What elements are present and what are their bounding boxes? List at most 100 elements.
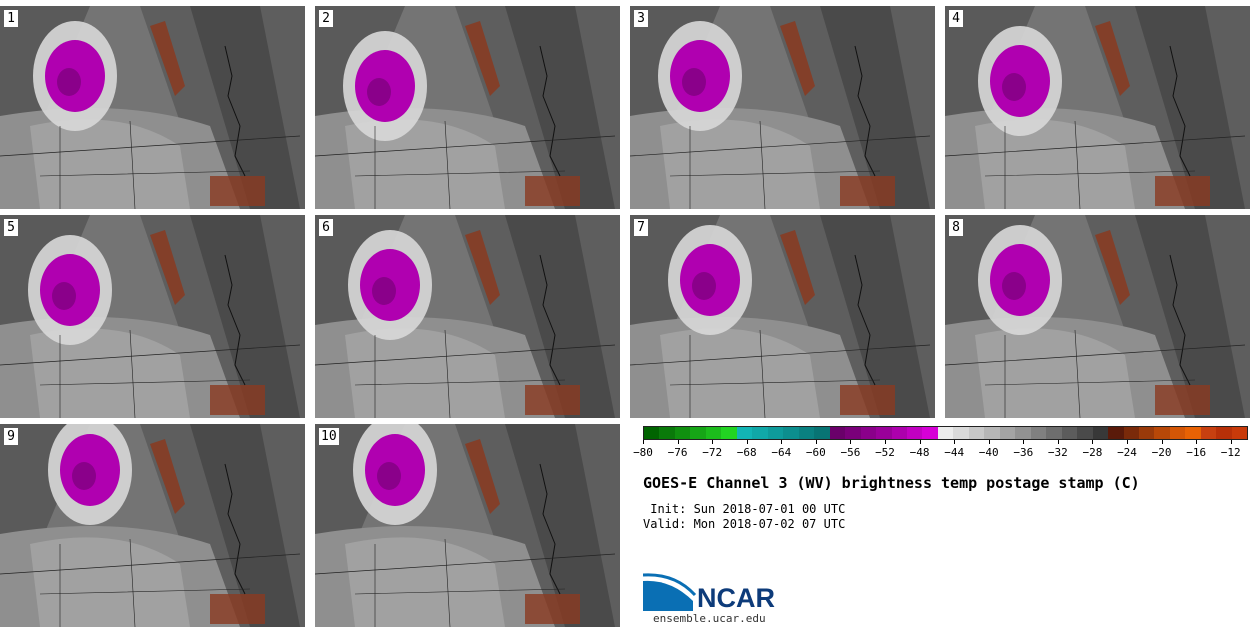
colorbar-cell	[1200, 427, 1217, 439]
colorbar-tick	[1196, 440, 1198, 444]
colorbar-cell	[968, 427, 985, 439]
site-url: ensemble.ucar.edu	[653, 612, 766, 625]
panel-number: 5	[4, 219, 18, 236]
colorbar-tick-label: −36	[1013, 446, 1034, 459]
colorbar-tick-label: −76	[667, 446, 688, 459]
wv-imagery-map	[0, 6, 305, 209]
panel-number: 2	[319, 10, 333, 27]
colorbar-cell	[922, 427, 938, 439]
wv-imagery-map	[945, 6, 1250, 209]
postage-stamp-panel: 7	[630, 215, 935, 418]
colorbar-tick	[885, 440, 886, 444]
postage-stamp-panel: 5	[0, 215, 305, 418]
wv-imagery-map	[0, 215, 305, 418]
colorbar-tick-label: −24	[1117, 446, 1137, 459]
colorbar-cell	[659, 427, 675, 439]
colorbar-tick-label: −40	[978, 446, 999, 459]
colorbar-cell	[953, 427, 969, 439]
colorbar-tick-label: −52	[875, 446, 895, 459]
colorbar-tick	[781, 440, 783, 444]
colorbar-tick-label: −28	[1082, 446, 1103, 459]
colorbar-cell	[752, 427, 768, 439]
wv-imagery-map	[945, 215, 1250, 418]
colorbar-tick	[1092, 440, 1094, 444]
colorbar-cell	[1169, 427, 1186, 439]
colorbar-cell	[814, 427, 830, 439]
wv-imagery-map	[630, 215, 935, 418]
colorbar-tick	[815, 440, 817, 444]
init-time: Init: Sun 2018-07-01 00 UTC	[643, 502, 846, 516]
colorbar-cell	[1216, 427, 1232, 439]
colorbar-tick	[1127, 440, 1128, 444]
colorbar-cell	[1139, 427, 1155, 439]
colorbar-tick-label: −16	[1186, 446, 1207, 459]
colorbar-cell	[1092, 427, 1109, 439]
postage-stamp-panel: 1	[0, 6, 305, 209]
figure-title: GOES-E Channel 3 (WV) brightness temp po…	[643, 474, 1140, 492]
colorbar-tick-label: −48	[909, 446, 930, 459]
colorbar-cell	[798, 427, 815, 439]
colorbar-cell	[690, 427, 706, 439]
colorbar-cell	[891, 427, 907, 439]
colorbar-tick	[919, 440, 921, 444]
colorbar-cell	[1046, 427, 1062, 439]
colorbar-tick	[746, 440, 748, 444]
wv-imagery-map	[0, 424, 305, 627]
colorbar-tick-label: −20	[1151, 446, 1172, 459]
colorbar-cell	[1123, 427, 1139, 439]
colorbar-tick	[1057, 440, 1059, 444]
colorbar-cell	[906, 427, 923, 439]
colorbar-cell	[767, 427, 784, 439]
colorbar-cell	[860, 427, 877, 439]
wv-imagery-map	[315, 424, 620, 627]
colorbar-cell	[999, 427, 1016, 439]
colorbar-tick	[988, 440, 990, 444]
panel-number: 7	[634, 219, 648, 236]
colorbar-cell	[1030, 427, 1047, 439]
colorbar-tick-label: −80	[633, 446, 653, 459]
colorbar-ticks: −80 −76 −72 −68 −64 −60 −56 −52 −48 −44 −40 −36 −32 −…	[633, 440, 1248, 466]
ncar-logo-text: NCAR	[697, 583, 775, 613]
colorbar-cell	[705, 427, 722, 439]
colorbar-cell	[1154, 427, 1170, 439]
colorbar	[643, 426, 1248, 440]
colorbar-cell	[644, 427, 660, 439]
panel-number: 6	[319, 219, 333, 236]
colorbar-tick-label: −56	[840, 446, 861, 459]
colorbar-cell	[736, 427, 753, 439]
colorbar-cell	[829, 427, 846, 439]
colorbar-cell	[1077, 427, 1093, 439]
colorbar-tick-label: −44	[944, 446, 965, 459]
panel-number: 10	[319, 428, 339, 445]
postage-stamp-panel: 6	[315, 215, 620, 418]
colorbar-cell	[1108, 427, 1124, 439]
wv-imagery-map	[315, 215, 620, 418]
wv-imagery-map	[315, 6, 620, 209]
colorbar-cell	[1185, 427, 1201, 439]
colorbar-tick-label: −12	[1220, 446, 1241, 459]
colorbar-cell	[674, 427, 691, 439]
wv-imagery-map	[630, 6, 935, 209]
panel-number: 8	[949, 219, 963, 236]
colorbar-tick-label: −64	[771, 446, 792, 459]
colorbar-cell	[876, 427, 892, 439]
valid-time: Valid: Mon 2018-07-02 07 UTC	[643, 517, 846, 531]
colorbar-tick-label: −32	[1047, 446, 1068, 459]
postage-stamp-panel: 9	[0, 424, 305, 627]
colorbar-tick-label: −60	[805, 446, 826, 459]
colorbar-cell	[783, 427, 799, 439]
colorbar-tick	[677, 440, 679, 444]
colorbar-cell	[937, 427, 954, 439]
colorbar-tick	[1023, 440, 1025, 444]
colorbar-tick	[1230, 440, 1232, 444]
colorbar-tick	[850, 440, 852, 444]
panel-number: 4	[949, 10, 963, 27]
colorbar-cell	[1015, 427, 1031, 439]
colorbar-tick	[643, 440, 644, 444]
colorbar-cell	[1061, 427, 1078, 439]
postage-stamp-panel: 3	[630, 6, 935, 209]
panel-number: 1	[4, 10, 18, 27]
colorbar-cell	[721, 427, 737, 439]
postage-stamp-panel: 2	[315, 6, 620, 209]
colorbar-tick	[712, 440, 714, 444]
